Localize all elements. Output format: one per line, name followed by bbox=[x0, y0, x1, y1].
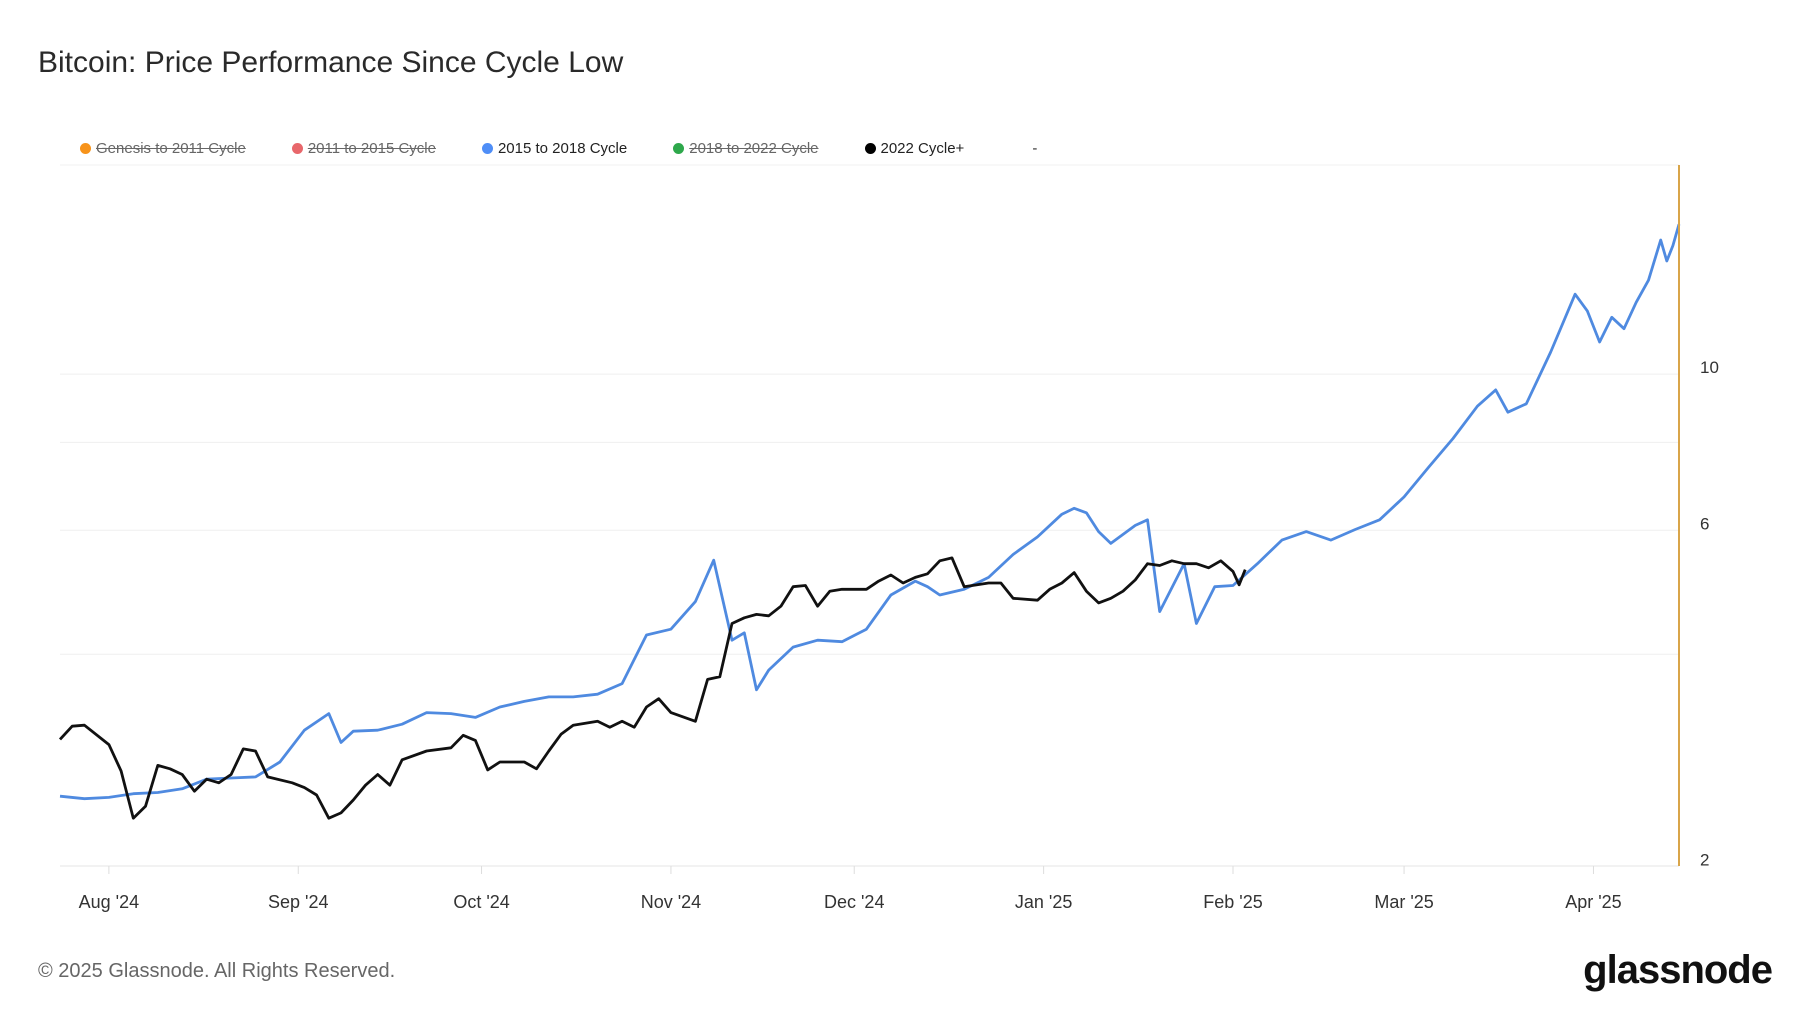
x-tick-label: Sep '24 bbox=[268, 892, 329, 912]
legend-item-2011-2015[interactable]: 2011 to 2015 Cycle bbox=[291, 140, 436, 157]
y-tick-label: 6 bbox=[1700, 514, 1709, 533]
glassnode-logo: glassnode bbox=[1583, 948, 1773, 992]
x-tick-label: Mar '25 bbox=[1374, 892, 1433, 912]
legend: Genesis to 2011 Cycle 2011 to 2015 Cycle… bbox=[80, 140, 1037, 157]
legend-dot-icon bbox=[80, 143, 91, 154]
legend-item-2015-2018[interactable]: 2015 to 2018 Cycle bbox=[481, 140, 628, 157]
x-tick-label: Jan '25 bbox=[1015, 892, 1072, 912]
y-tick-label: 10 bbox=[1700, 358, 1719, 377]
x-tick-label: Apr '25 bbox=[1565, 892, 1621, 912]
x-tick-label: Aug '24 bbox=[79, 892, 140, 912]
x-tick-label: Nov '24 bbox=[641, 892, 701, 912]
legend-label: 2018 to 2022 Cycle bbox=[689, 140, 819, 157]
legend-label: 2015 to 2018 Cycle bbox=[497, 140, 628, 157]
chart-title: Bitcoin: Price Performance Since Cycle L… bbox=[38, 46, 624, 79]
x-tick-label: Dec '24 bbox=[824, 892, 884, 912]
legend-item-genesis-2011[interactable]: Genesis to 2011 Cycle bbox=[80, 140, 246, 157]
y-tick-label: 2 bbox=[1700, 850, 1709, 869]
legend-label: 2022 Cycle+ bbox=[880, 140, 965, 157]
legend-label: 2011 to 2015 Cycle bbox=[307, 140, 436, 157]
x-tick-label: Feb '25 bbox=[1203, 892, 1262, 912]
legend-extra[interactable]: - bbox=[1032, 140, 1038, 157]
legend-dot-icon bbox=[481, 143, 493, 154]
copyright-text: © 2025 Glassnode. All Rights Reserved. bbox=[38, 960, 396, 982]
legend-label: Genesis to 2011 Cycle bbox=[96, 140, 246, 157]
legend-dot-icon bbox=[673, 143, 685, 154]
x-tick-label: Oct '24 bbox=[453, 892, 509, 912]
series-line-2015-2018 bbox=[59, 223, 1681, 801]
legend-item-2018-2022[interactable]: 2018 to 2022 Cycle bbox=[673, 140, 819, 157]
series-line-2022-cycle bbox=[58, 556, 1247, 820]
legend-dot-icon bbox=[291, 143, 303, 154]
legend-item-2022-cycle[interactable]: 2022 Cycle+ bbox=[864, 140, 965, 157]
legend-dot-icon bbox=[864, 143, 876, 154]
